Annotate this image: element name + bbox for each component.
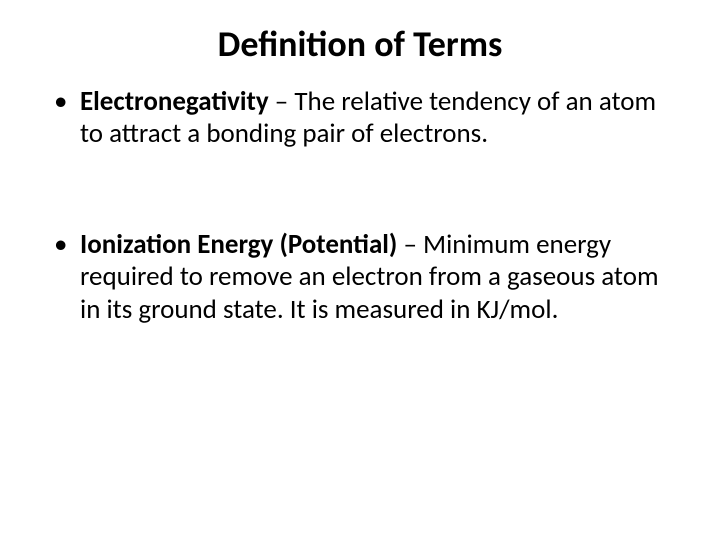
term-label: Electronegativity — [80, 85, 269, 118]
page-title: Definition of Terms — [40, 22, 680, 66]
term-separator: – — [397, 228, 423, 261]
list-item: Electronegativity – The relative tendenc… — [52, 86, 680, 151]
term-label: Ionization Energy (Potential) — [80, 228, 397, 261]
spacer — [52, 151, 680, 229]
slide-container: Definition of Terms Electronegativity – … — [0, 0, 720, 366]
list-item: Ionization Energy (Potential) – Minimum … — [52, 229, 680, 326]
definitions-list: Electronegativity – The relative tendenc… — [40, 86, 680, 326]
term-separator: – — [269, 85, 295, 118]
